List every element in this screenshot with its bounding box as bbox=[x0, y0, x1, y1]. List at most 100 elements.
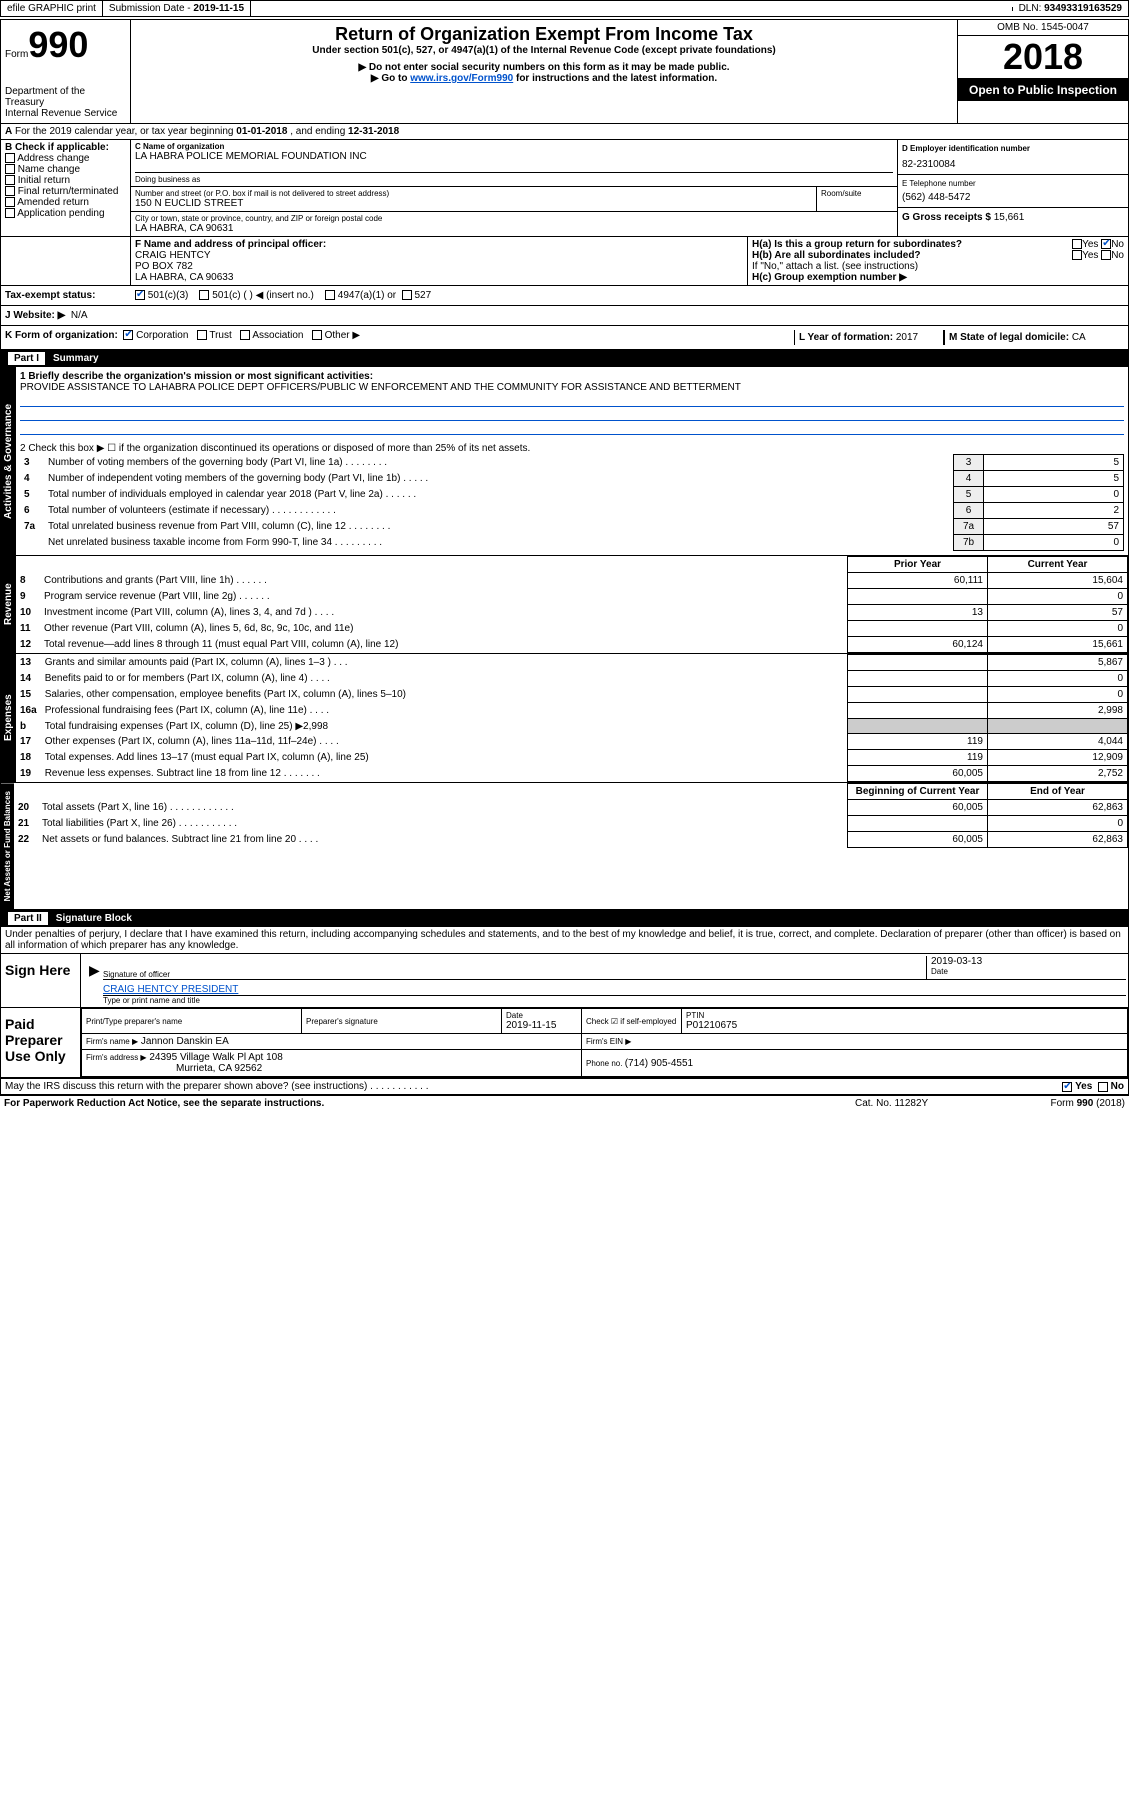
4947-checkbox[interactable] bbox=[325, 290, 335, 300]
fh-block: F Name and address of principal officer:… bbox=[0, 237, 1129, 286]
part1-label: Part I bbox=[8, 352, 45, 365]
part2-header: Part II Signature Block bbox=[0, 910, 1129, 927]
discuss-no-checkbox[interactable] bbox=[1098, 1082, 1108, 1092]
table-row: 14Benefits paid to or for members (Part … bbox=[16, 671, 1128, 687]
tax-status-label: Tax-exempt status: bbox=[5, 290, 135, 301]
k-corp: Corporation bbox=[136, 330, 188, 341]
form-title: Return of Organization Exempt From Incom… bbox=[135, 24, 953, 45]
preparer-table: Print/Type preparer's name Preparer's si… bbox=[81, 1008, 1128, 1077]
part1-header: Part I Summary bbox=[0, 350, 1129, 367]
paperwork-notice: For Paperwork Reduction Act Notice, see … bbox=[4, 1098, 855, 1109]
527-checkbox[interactable] bbox=[402, 290, 412, 300]
discuss-yes: Yes bbox=[1075, 1081, 1092, 1092]
officer-sig-name[interactable]: CRAIG HENTCY PRESIDENT bbox=[103, 984, 1126, 995]
k-label: K Form of organization: bbox=[5, 330, 118, 341]
signature-block: Sign Here ▶ Signature of officer 2019-03… bbox=[0, 954, 1129, 1079]
dln-value: 93493319163529 bbox=[1044, 3, 1122, 14]
paid-preparer-label: Paid Preparer Use Only bbox=[1, 1008, 81, 1077]
part1-body: Activities & Governance 1 Briefly descri… bbox=[0, 367, 1129, 556]
j-label: J Website: ▶ bbox=[5, 310, 65, 321]
m-label: M State of legal domicile: bbox=[949, 332, 1072, 343]
opt-501c: 501(c) ( ) ◀ (insert no.) bbox=[212, 290, 314, 301]
phone-value: (562) 448-5472 bbox=[902, 192, 1124, 203]
period-begin: 01-01-2018 bbox=[236, 126, 287, 137]
side-governance: Activities & Governance bbox=[1, 367, 16, 555]
l-label: L Year of formation: bbox=[799, 332, 896, 343]
form-header: Form990 Department of the Treasury Inter… bbox=[0, 19, 1129, 124]
discuss-no: No bbox=[1111, 1081, 1124, 1092]
box-b-option: Name change bbox=[5, 164, 126, 175]
sig-name-label: Type or print name and title bbox=[103, 995, 1126, 1005]
efile-label: efile GRAPHIC print bbox=[1, 1, 103, 16]
part2-label: Part II bbox=[8, 912, 48, 925]
q2-label: 2 Check this box ▶ ☐ if the organization… bbox=[20, 443, 1124, 454]
table-row: 4Number of independent voting members of… bbox=[20, 471, 1124, 487]
table-row: 9Program service revenue (Part VIII, lin… bbox=[16, 589, 1128, 605]
table-row: 20Total assets (Part X, line 16) . . . .… bbox=[14, 800, 1128, 816]
hb-label: H(b) Are all subordinates included? bbox=[752, 250, 921, 261]
ha-label: H(a) Is this a group return for subordin… bbox=[752, 239, 962, 250]
c-name-label: C Name of organization bbox=[135, 142, 893, 151]
header-mid bbox=[251, 7, 1013, 11]
table-row: 10Investment income (Part VIII, column (… bbox=[16, 605, 1128, 621]
firm-addr: 24395 Village Walk Pl Apt 108 bbox=[149, 1052, 282, 1063]
header-bar: efile GRAPHIC print Submission Date - 20… bbox=[0, 0, 1129, 17]
netassets-table: Beginning of Current YearEnd of Year20To… bbox=[14, 783, 1128, 848]
omb-label: OMB No. 1545-0047 bbox=[958, 20, 1128, 36]
table-row: 22Net assets or fund balances. Subtract … bbox=[14, 832, 1128, 848]
mission-text: PROVIDE ASSISTANCE TO LAHABRA POLICE DEP… bbox=[20, 382, 1124, 393]
501c-checkbox[interactable] bbox=[199, 290, 209, 300]
box-b-checkbox[interactable] bbox=[5, 153, 15, 163]
prep-sig-label: Preparer's signature bbox=[306, 1017, 497, 1026]
box-b-checkbox[interactable] bbox=[5, 164, 15, 174]
expenses-section: Expenses 13Grants and similar amounts pa… bbox=[0, 654, 1129, 783]
period-end: 12-31-2018 bbox=[348, 126, 399, 137]
hc-label: H(c) Group exemption number ▶ bbox=[752, 272, 1124, 283]
box-b-checkbox[interactable] bbox=[5, 175, 15, 185]
hb-no-checkbox[interactable] bbox=[1101, 250, 1111, 260]
box-b-checkbox[interactable] bbox=[5, 208, 15, 218]
table-row: 16aProfessional fundraising fees (Part I… bbox=[16, 703, 1128, 719]
k-other: Other ▶ bbox=[325, 330, 360, 341]
year-box: 2018 bbox=[958, 36, 1128, 79]
officer-addr2: LA HABRA, CA 90633 bbox=[135, 272, 743, 283]
k-other-checkbox[interactable] bbox=[312, 330, 322, 340]
governance-table: 3Number of voting members of the governi… bbox=[20, 454, 1124, 551]
table-row: 19Revenue less expenses. Subtract line 1… bbox=[16, 766, 1128, 782]
gross-receipts: 15,661 bbox=[994, 212, 1025, 223]
firm-name: Jannon Danskin EA bbox=[141, 1036, 229, 1047]
opt-4947: 4947(a)(1) or bbox=[338, 290, 396, 301]
officer-name: CRAIG HENTCY bbox=[135, 250, 743, 261]
dept-label: Department of the Treasury Internal Reve… bbox=[5, 86, 126, 119]
revenue-section: Revenue Prior YearCurrent Year8Contribut… bbox=[0, 556, 1129, 654]
opt-501c3: 501(c)(3) bbox=[148, 290, 189, 301]
expenses-table: 13Grants and similar amounts paid (Part … bbox=[16, 654, 1128, 782]
open-public: Open to Public Inspection bbox=[958, 79, 1128, 101]
sign-here-label: Sign Here bbox=[1, 954, 81, 1007]
form-subtitle: Under section 501(c), 527, or 4947(a)(1)… bbox=[135, 45, 953, 56]
form990-link[interactable]: www.irs.gov/Form990 bbox=[410, 73, 513, 84]
officer-addr1: PO BOX 782 bbox=[135, 261, 743, 272]
k-corp-checkbox[interactable] bbox=[123, 330, 133, 340]
warn1: ▶ Do not enter social security numbers o… bbox=[135, 62, 953, 73]
table-row: 15Salaries, other compensation, employee… bbox=[16, 687, 1128, 703]
box-b-checkbox[interactable] bbox=[5, 186, 15, 196]
box-b-option: Application pending bbox=[5, 208, 126, 219]
ein-value: 82-2310084 bbox=[902, 159, 1124, 170]
ha-no: No bbox=[1111, 239, 1124, 250]
ha-yes-checkbox[interactable] bbox=[1072, 239, 1082, 249]
sign-arrow-icon: ▶ bbox=[89, 962, 100, 978]
firm-ein-label: Firm's EIN ▶ bbox=[586, 1037, 631, 1046]
discuss-yes-checkbox[interactable] bbox=[1062, 1082, 1072, 1092]
k-assoc-checkbox[interactable] bbox=[240, 330, 250, 340]
501c3-checkbox[interactable] bbox=[135, 290, 145, 300]
box-b-checkbox[interactable] bbox=[5, 197, 15, 207]
table-row: Net unrelated business taxable income fr… bbox=[20, 535, 1124, 551]
f-label: F Name and address of principal officer: bbox=[135, 239, 743, 250]
hb-yes-checkbox[interactable] bbox=[1072, 250, 1082, 260]
k-trust-checkbox[interactable] bbox=[197, 330, 207, 340]
ha-no-checkbox[interactable] bbox=[1101, 239, 1111, 249]
table-row: 18Total expenses. Add lines 13–17 (must … bbox=[16, 750, 1128, 766]
blank-line-2 bbox=[20, 407, 1124, 421]
prep-date-label: Date bbox=[506, 1011, 577, 1020]
